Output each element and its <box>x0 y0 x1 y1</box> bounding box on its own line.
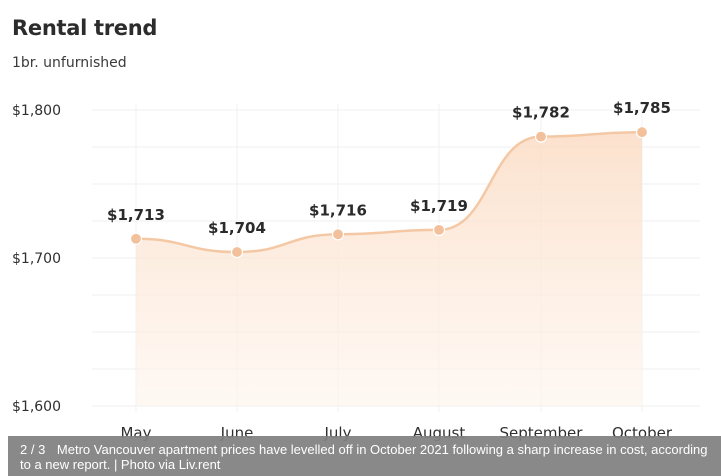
y-tick-label: $1,700 <box>12 251 61 267</box>
data-points <box>129 126 649 259</box>
series-line <box>135 130 643 254</box>
data-point-june <box>230 245 244 259</box>
series-area <box>136 132 642 406</box>
data-label-may: $1,713 <box>107 206 165 224</box>
slide-counter: 2 / 3 <box>20 442 46 457</box>
photo-caption: 2 / 3 Metro Vancouver apartment prices h… <box>8 436 721 476</box>
area-layer <box>135 130 643 406</box>
photo-credit: | Photo via Liv.rent <box>110 457 221 472</box>
data-point-october <box>635 126 649 139</box>
y-tick-label: $1,600 <box>12 399 61 415</box>
caption-text: Metro Vancouver apartment prices have le… <box>20 442 708 472</box>
data-point-august <box>432 223 446 236</box>
data-label-august: $1,719 <box>410 197 468 215</box>
data-point-july <box>331 228 345 241</box>
chart-title: Rental trend <box>12 16 158 40</box>
data-label-october: $1,785 <box>613 99 671 117</box>
chart-subtitle: 1br. unfurnished <box>12 55 127 71</box>
data-point-may <box>129 232 143 245</box>
y-tick-label: $1,800 <box>12 103 61 119</box>
data-label-july: $1,716 <box>309 201 367 219</box>
data-labels: $1,713 $1,704 $1,716 $1,719 $1,782 $1,785 <box>107 99 671 237</box>
data-label-september: $1,782 <box>512 104 570 122</box>
data-point-september <box>534 130 548 143</box>
data-label-june: $1,704 <box>208 219 266 237</box>
